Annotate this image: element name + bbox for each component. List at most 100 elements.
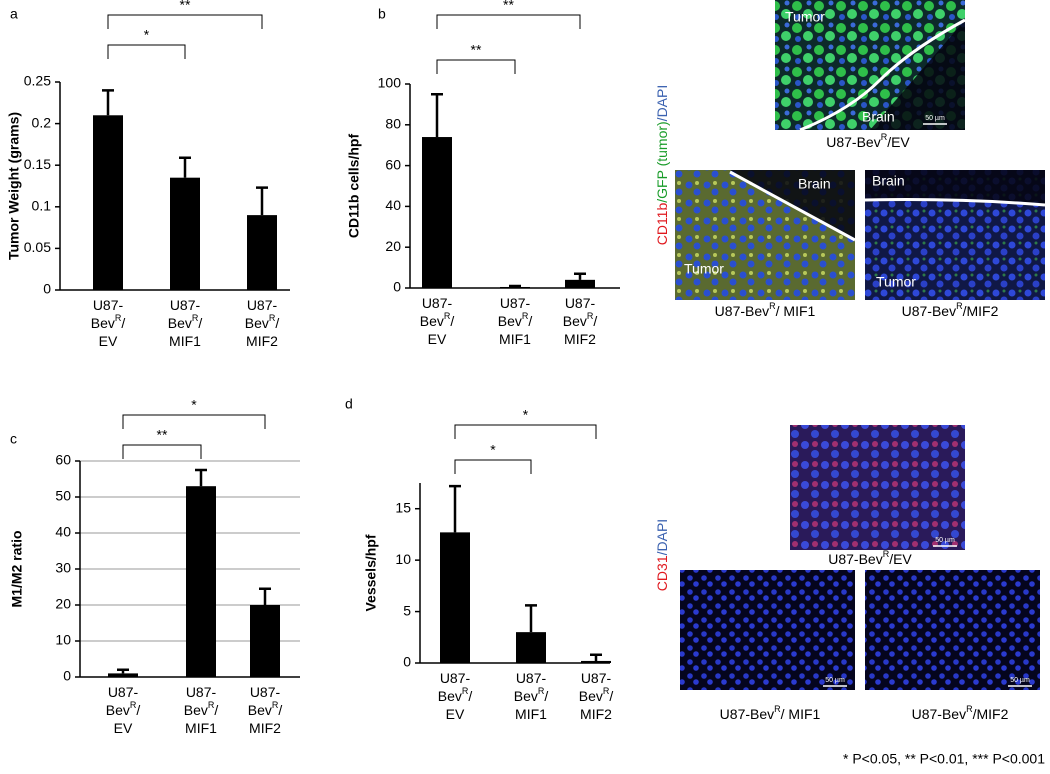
error-bar	[431, 92, 443, 138]
x-tick-label: U87-BevR/MIF1	[184, 684, 219, 736]
x-tick-label: U87-BevR/EV	[438, 670, 473, 722]
region-label: Brain	[798, 176, 831, 192]
error-bar	[195, 468, 207, 487]
error-bar	[256, 186, 268, 216]
x-tick-label: U87-BevR/MIF2	[563, 295, 598, 347]
y-tick-label: 0.1	[32, 198, 52, 214]
caption: U87-BevR/MIF2	[902, 301, 999, 318]
x-tick-label: U87-BevR/MIF2	[245, 297, 280, 349]
y-tick-label: 40	[55, 524, 71, 540]
bar	[108, 673, 138, 677]
y-tick-label: 0	[63, 668, 71, 684]
x-tick-label: U87-BevR/EV	[420, 295, 455, 347]
y-tick-label: 5	[403, 602, 411, 618]
micrograph	[680, 570, 855, 690]
region-label: Tumor	[684, 261, 724, 277]
significance-bracket	[436, 59, 516, 74]
error-bar	[117, 668, 129, 674]
y-tick-label: 80	[385, 116, 401, 132]
significance-bracket	[454, 424, 597, 439]
y-tick-label: 60	[385, 156, 401, 172]
bar	[440, 532, 470, 663]
scale-bar-label: 50 µm	[1010, 677, 1030, 684]
panel-label: d	[345, 396, 353, 412]
significance-label: *	[191, 397, 197, 413]
stain-part: CD31	[654, 555, 670, 591]
y-tick-label: 40	[385, 197, 401, 213]
x-tick-label: U87-BevR/MIF2	[579, 670, 614, 722]
stain-part: /DAPI	[654, 519, 670, 556]
error-bar	[449, 484, 461, 533]
boundary	[729, 170, 856, 242]
x-tick-label: U87-BevR/MIF1	[514, 670, 549, 722]
y-tick-label: 20	[55, 596, 71, 612]
region-label: Brain	[862, 109, 895, 125]
caption: U87-BevR/ MIF1	[720, 704, 821, 721]
error-bar	[509, 284, 521, 288]
y-tick-label: 50	[55, 488, 71, 504]
y-tick-label: 0	[403, 654, 411, 670]
boundary	[864, 198, 1046, 207]
y-axis-label: Vessels/hpf	[363, 534, 379, 611]
bar	[250, 605, 280, 677]
significance-bracket	[107, 14, 263, 29]
bar	[186, 486, 216, 677]
footnote: * P<0.05, ** P<0.01, *** P<0.001	[843, 751, 1045, 767]
scale-bar-label: 50 µm	[925, 115, 945, 122]
significance-bracket	[436, 14, 581, 29]
significance-bracket	[107, 44, 186, 59]
significance-bracket	[122, 414, 266, 429]
bar	[516, 632, 546, 663]
y-tick-label: 30	[55, 560, 71, 576]
scale-bar-label: 50 µm	[825, 677, 845, 684]
y-tick-label: 0.15	[24, 156, 51, 172]
y-tick-label: 10	[55, 632, 71, 648]
error-bar	[179, 156, 191, 178]
y-tick-label: 15	[395, 499, 411, 515]
caption: U87-BevR/ MIF1	[715, 301, 816, 318]
panel-label: b	[378, 6, 386, 22]
boundary	[799, 18, 966, 132]
stain-label: CD31/DAPI	[654, 519, 670, 591]
brain-region	[865, 170, 1045, 205]
caption: U87-BevR/MIF2	[912, 704, 1009, 721]
error-bar	[590, 653, 602, 661]
region-label: Brain	[872, 173, 905, 189]
significance-label: **	[471, 42, 482, 58]
bar	[565, 279, 595, 288]
x-tick-label: U87-BevR/MIF1	[168, 297, 203, 349]
y-tick-label: 0.25	[24, 73, 51, 89]
significance-label: **	[180, 0, 191, 13]
panel-label: c	[10, 431, 17, 447]
y-tick-label: 10	[395, 551, 411, 567]
micrograph	[865, 570, 1040, 690]
stain-part: /DAPI	[654, 85, 670, 122]
x-tick-label: U87-BevR/EV	[106, 684, 141, 736]
y-tick-label: 0	[43, 281, 51, 297]
y-tick-label: 0.2	[32, 114, 52, 130]
region-label: Tumor	[785, 9, 825, 25]
significance-label: **	[157, 427, 168, 443]
bar	[247, 215, 277, 290]
y-axis-label: CD11b cells/hpf	[346, 134, 362, 239]
scale-bar-label: 50 µm	[935, 537, 955, 544]
stain-part: CD11b	[654, 203, 670, 246]
micrograph	[790, 425, 965, 550]
x-tick-label: U87-BevR/EV	[91, 297, 126, 349]
error-bar	[102, 89, 114, 116]
stain-label: CD11b/GFP (tumor)/DAPI	[654, 85, 670, 246]
y-axis-label: Tumor Weight (grams)	[6, 112, 22, 260]
significance-label: *	[523, 407, 529, 423]
significance-bracket	[122, 444, 202, 459]
y-tick-label: 60	[55, 452, 71, 468]
x-tick-label: U87-BevR/MIF1	[498, 295, 533, 347]
y-tick-label: 100	[378, 75, 402, 91]
bar	[93, 115, 123, 290]
y-tick-label: 0.05	[24, 239, 51, 255]
caption: U87-BevR/EV	[826, 132, 910, 149]
bar	[170, 177, 200, 290]
bar	[500, 286, 530, 288]
error-bar	[574, 272, 586, 280]
significance-label: *	[490, 442, 496, 458]
